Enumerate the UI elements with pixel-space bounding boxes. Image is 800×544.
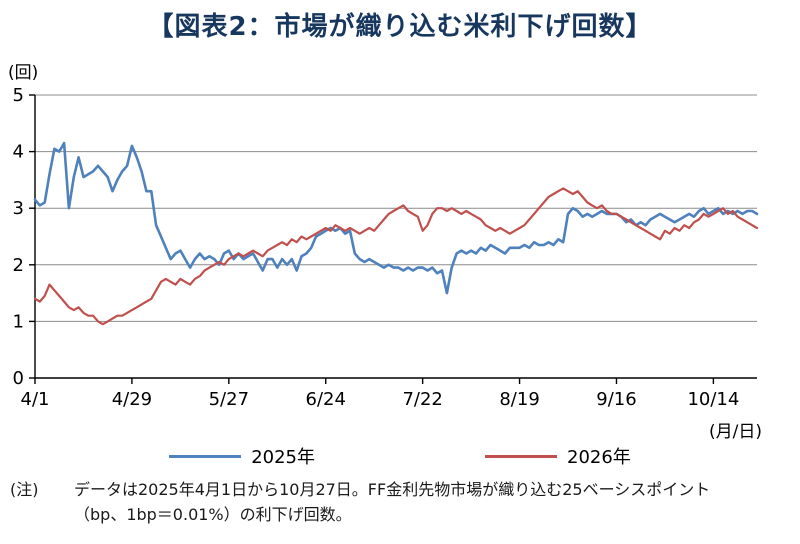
legend-label-2026: 2026年 <box>567 447 631 468</box>
y-tick-label-5: 5 <box>13 85 24 106</box>
footnote-line-2: （bp、1bp＝0.01%）の利下げ回数。 <box>74 504 352 524</box>
x-tick-label-5/27: 5/27 <box>209 389 249 410</box>
x-tick-label-7/22: 7/22 <box>402 389 442 410</box>
legend-item-2025: 2025年 <box>169 443 315 469</box>
series-line-2026年 <box>33 187 759 326</box>
chart-title: 【図表2：市場が織り込む米利下げ回数】 <box>147 12 653 42</box>
x-tick-label-4/1: 4/1 <box>21 389 50 410</box>
y-axis-unit-label: (回) <box>8 63 39 83</box>
legend-label-2025: 2025年 <box>251 447 315 468</box>
legend: 2025年 2026年 <box>0 443 800 469</box>
legend-line-swatch-2026 <box>485 454 557 458</box>
series-line-2025年 <box>33 141 759 295</box>
footnote-line-1: データは2025年4月1日から10月27日。FF金利先物市場が織り込む25ベーシ… <box>74 480 711 499</box>
x-tick-label-10/14: 10/14 <box>687 389 739 410</box>
y-tick-label-3: 3 <box>13 198 24 219</box>
y-tick-label-2: 2 <box>13 255 24 276</box>
footnote-prefix: (注) <box>10 480 39 499</box>
x-tick-label-4/29: 4/29 <box>112 389 152 410</box>
y-tick-label-0: 0 <box>13 368 24 389</box>
legend-item-2026: 2026年 <box>485 443 631 469</box>
x-tick-label-8/19: 8/19 <box>499 389 539 410</box>
y-tick-label-4: 4 <box>13 142 24 163</box>
footnote-text: データは2025年4月1日から10月27日。FF金利先物市場が織り込む25ベーシ… <box>74 478 794 528</box>
y-tick-label-1: 1 <box>13 311 24 332</box>
x-tick-label-6/24: 6/24 <box>306 389 346 410</box>
footnote: (注) データは2025年4月1日から10月27日。FF金利先物市場が織り込む2… <box>10 478 794 528</box>
x-tick-label-9/16: 9/16 <box>596 389 636 410</box>
line-chart: 0 1 2 3 4 5 4/1 4/29 5/27 6/24 7/22 8/19 9/16 10/14 <box>13 85 759 410</box>
legend-line-swatch-2025 <box>169 454 242 458</box>
x-axis-unit-label: (月/日) <box>709 422 762 442</box>
